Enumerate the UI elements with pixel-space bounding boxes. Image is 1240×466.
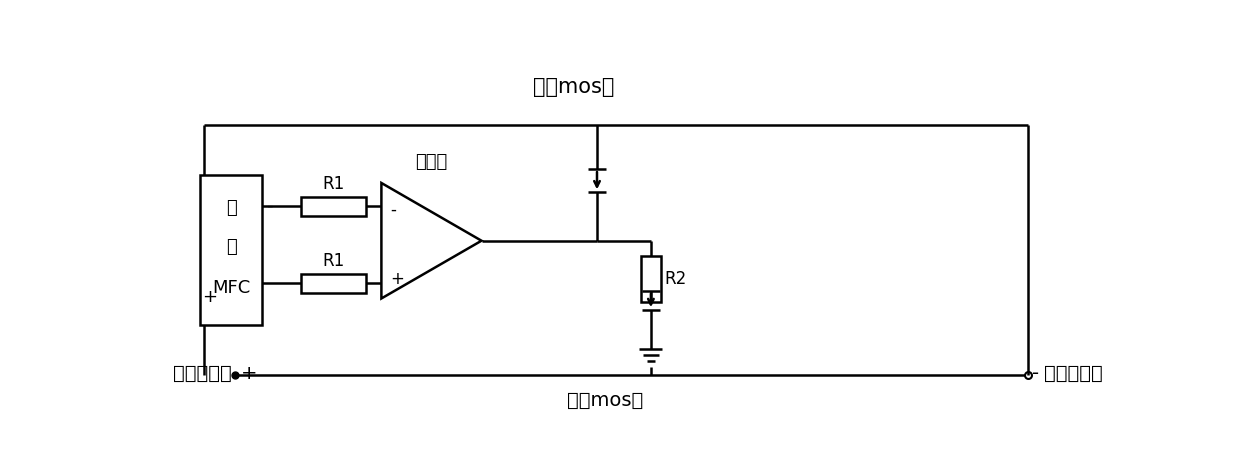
Text: +: + [391, 270, 404, 288]
Text: +: + [202, 288, 217, 306]
Text: 负极输出端: 负极输出端 [1044, 363, 1102, 383]
FancyBboxPatch shape [641, 256, 661, 302]
Text: 加载mos管: 加载mos管 [533, 77, 615, 97]
Text: 单: 单 [226, 199, 237, 217]
Text: R2: R2 [663, 270, 686, 288]
Text: 比较器: 比较器 [415, 153, 448, 171]
Text: -: - [265, 197, 273, 215]
Text: 体: 体 [226, 238, 237, 256]
Text: -: - [1032, 363, 1039, 383]
Text: MFC: MFC [212, 279, 250, 297]
Text: -: - [391, 201, 397, 219]
FancyBboxPatch shape [300, 197, 366, 216]
FancyBboxPatch shape [201, 175, 262, 325]
Text: R1: R1 [322, 175, 345, 193]
Text: R1: R1 [322, 252, 345, 270]
Text: +: + [242, 363, 258, 383]
Text: 正极输出端: 正极输出端 [172, 363, 231, 383]
Text: 直通mos管: 直通mos管 [567, 391, 642, 410]
FancyBboxPatch shape [300, 274, 366, 293]
